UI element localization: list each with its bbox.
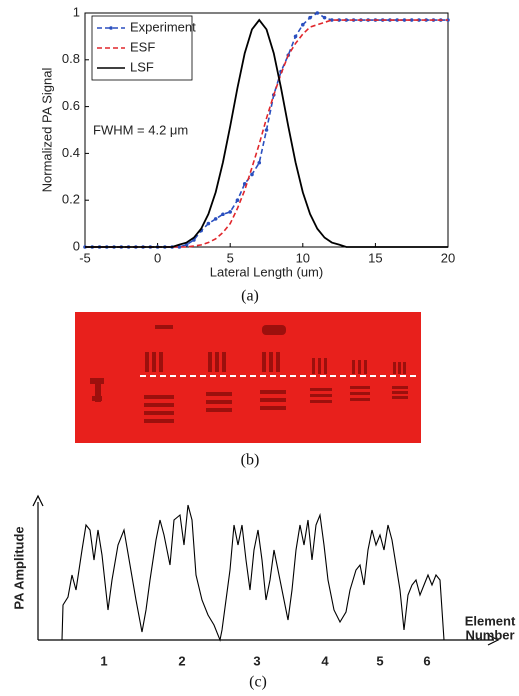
legend-label: ESF xyxy=(130,39,155,54)
marker xyxy=(308,15,312,20)
annotation: FWHM = 4.2 μm xyxy=(93,122,188,137)
caption: (c) xyxy=(249,674,267,691)
y-tick-label: 0.6 xyxy=(62,98,80,113)
marker xyxy=(221,212,225,217)
marker xyxy=(250,172,254,177)
y-tick-label: 0 xyxy=(73,238,80,253)
x-tick-label: 15 xyxy=(368,250,382,265)
element-label: 6 xyxy=(423,653,430,668)
target-image xyxy=(75,312,421,443)
marker xyxy=(395,18,399,22)
x-tick-label: 10 xyxy=(296,250,310,265)
marker xyxy=(330,18,334,22)
plot-frame xyxy=(84,12,449,248)
x-tick-label: 0 xyxy=(154,250,161,265)
panel-c xyxy=(32,494,500,646)
x-axis-label: Number xyxy=(465,627,514,642)
caption: (a) xyxy=(241,288,259,305)
element-label: 2 xyxy=(178,653,185,668)
marker xyxy=(206,221,211,226)
marker xyxy=(235,198,240,202)
marker xyxy=(293,34,298,39)
caption: (b) xyxy=(241,452,260,469)
marker xyxy=(228,210,232,214)
marker xyxy=(184,242,189,247)
x-tick-label: 20 xyxy=(441,250,455,265)
y-tick-label: 0.4 xyxy=(62,145,80,160)
legend-marker xyxy=(109,26,113,30)
element-label: 1 xyxy=(100,653,107,668)
y-tick-label: 1 xyxy=(73,4,80,19)
marker xyxy=(177,245,182,249)
y-axis-label: Normalized PA Signal xyxy=(39,68,54,193)
y-tick-label: 0.2 xyxy=(62,192,80,207)
legend-label: Experiment xyxy=(130,19,196,34)
marker xyxy=(257,160,262,165)
marker xyxy=(264,128,269,132)
marker xyxy=(213,217,218,221)
x-tick-label: 5 xyxy=(227,250,234,265)
marker xyxy=(417,18,421,22)
marker xyxy=(402,18,407,22)
element-label: 4 xyxy=(321,653,329,668)
x-tick-label: -5 xyxy=(79,250,91,265)
x-axis-label: Element xyxy=(465,613,516,628)
marker xyxy=(301,22,305,27)
marker xyxy=(337,18,341,22)
x-axis-label: Lateral Length (um) xyxy=(210,264,323,279)
y-axis-label: PA Amplitude xyxy=(11,526,26,609)
marker xyxy=(322,15,327,20)
element-label: 3 xyxy=(253,653,260,668)
element-label: 5 xyxy=(376,653,383,668)
y-tick-label: 0.8 xyxy=(62,51,80,66)
marker xyxy=(409,18,414,22)
legend-label: LSF xyxy=(130,59,154,74)
series-line xyxy=(85,18,448,248)
marker xyxy=(315,11,320,15)
